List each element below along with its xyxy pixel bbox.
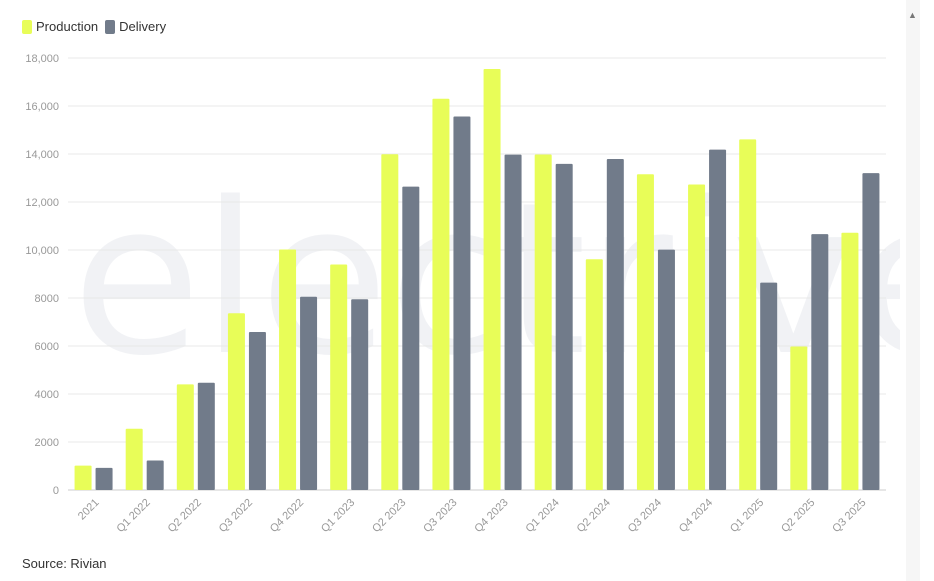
y-tick-label: 2000 xyxy=(35,437,59,449)
bar-production[interactable] xyxy=(227,313,245,490)
x-tick-label: Q1 2022 xyxy=(114,497,152,535)
y-tick-label: 4000 xyxy=(35,389,59,401)
scrollbar[interactable] xyxy=(906,0,920,581)
bar-delivery[interactable] xyxy=(606,159,624,491)
bar-delivery[interactable] xyxy=(146,460,164,490)
x-tick-label: Q3 2023 xyxy=(421,497,459,535)
y-tick-label: 0 xyxy=(53,485,59,497)
x-tick-label: Q3 2024 xyxy=(626,497,664,535)
bar-delivery[interactable] xyxy=(811,234,829,490)
legend-swatch-production xyxy=(22,19,32,34)
bar-delivery[interactable] xyxy=(351,299,369,490)
x-tick-label: Q2 2023 xyxy=(370,497,408,535)
bar-production[interactable] xyxy=(585,259,603,490)
x-tick-label: Q4 2023 xyxy=(472,497,510,535)
bar-production[interactable] xyxy=(279,249,297,490)
y-tick-label: 6000 xyxy=(35,341,59,353)
bar-production[interactable] xyxy=(74,465,92,490)
y-tick-label: 8000 xyxy=(35,293,59,305)
bar-production[interactable] xyxy=(841,232,859,490)
bar-production[interactable] xyxy=(688,184,706,490)
bar-production[interactable] xyxy=(483,69,501,491)
x-tick-label: Q4 2024 xyxy=(677,497,715,535)
y-tick-label: 10,000 xyxy=(25,245,59,257)
bar-delivery[interactable] xyxy=(248,331,266,490)
y-axis-ticks: 0 2000 4000 6000 8000 10,000 12,000 14,000 16,00… xyxy=(25,53,59,497)
bar-delivery[interactable] xyxy=(453,116,471,491)
bar-delivery[interactable] xyxy=(504,154,522,490)
x-tick-label: Q2 2024 xyxy=(575,497,613,535)
x-axis-ticks: 2021 Q1 2022 Q2 2022 Q3 2022 Q4 2022 Q1 2023 Q… xyxy=(76,497,869,535)
bar-delivery[interactable] xyxy=(95,467,113,490)
legend-label-production: Production xyxy=(36,19,99,34)
x-tick-label: Q4 2022 xyxy=(268,497,306,535)
x-tick-label: Q1 2025 xyxy=(728,497,766,535)
bar-delivery[interactable] xyxy=(657,249,675,490)
y-tick-label: 14,000 xyxy=(25,149,59,161)
bars xyxy=(74,69,880,491)
bar-production[interactable] xyxy=(381,154,399,490)
x-tick-label: 2021 xyxy=(76,497,102,523)
bar-production[interactable] xyxy=(330,264,348,490)
x-tick-label: Q3 2025 xyxy=(830,497,868,535)
bar-delivery[interactable] xyxy=(862,173,880,490)
bar-production[interactable] xyxy=(125,428,143,490)
bar-delivery[interactable] xyxy=(709,149,727,490)
scroll-up-arrow-icon[interactable]: ▲ xyxy=(908,10,917,20)
y-tick-label: 12,000 xyxy=(25,197,59,209)
legend-item-delivery[interactable]: Delivery xyxy=(105,19,166,34)
bar-chart: electrive 0200040006000800010,00012,0001… xyxy=(25,53,900,535)
legend-item-production[interactable]: Production xyxy=(22,19,98,34)
legend-swatch-delivery xyxy=(105,19,116,34)
legend: Production Delivery xyxy=(22,19,173,34)
bar-delivery[interactable] xyxy=(197,382,215,490)
source-note: Source: Rivian xyxy=(22,556,107,571)
bar-production[interactable] xyxy=(432,98,450,490)
y-tick-label: 16,000 xyxy=(25,101,59,113)
bar-production[interactable] xyxy=(176,384,194,490)
bar-delivery[interactable] xyxy=(402,186,420,490)
bar-production[interactable] xyxy=(739,139,757,490)
bar-production[interactable] xyxy=(534,154,552,491)
y-tick-label: 18,000 xyxy=(25,53,59,65)
bar-delivery[interactable] xyxy=(300,296,318,490)
x-tick-label: Q1 2024 xyxy=(523,497,561,535)
x-tick-label: Q3 2022 xyxy=(217,497,255,535)
x-tick-label: Q1 2023 xyxy=(319,497,357,535)
bar-delivery[interactable] xyxy=(760,282,778,490)
bar-production[interactable] xyxy=(636,174,654,490)
bar-production[interactable] xyxy=(790,346,808,490)
x-tick-label: Q2 2022 xyxy=(166,497,204,535)
legend-label-delivery: Delivery xyxy=(119,19,167,34)
bar-delivery[interactable] xyxy=(555,163,573,490)
x-tick-label: Q2 2025 xyxy=(779,497,817,535)
